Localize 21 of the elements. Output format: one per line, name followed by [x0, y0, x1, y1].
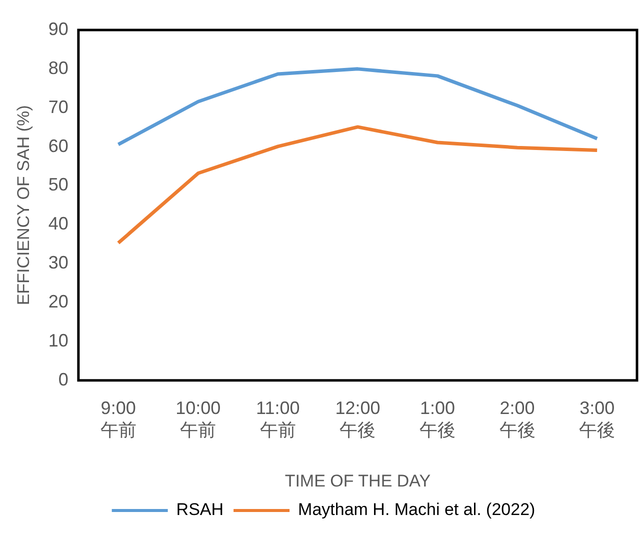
x-axis-title: TIME OF THE DAY — [284, 471, 431, 490]
y-tick-label: 60 — [48, 136, 68, 156]
y-axis-title: EFFICIENCY OF SAH (%) — [14, 105, 33, 306]
y-tick-label: 10 — [48, 330, 68, 350]
x-tick-label: 12:00 午後 — [335, 398, 380, 440]
y-tick-label: 0 — [58, 369, 68, 390]
y-tick-label: 50 — [48, 174, 68, 195]
x-tick-label: 1:00 午後 — [420, 398, 456, 440]
x-tick-label: 3:00 午後 — [579, 398, 616, 440]
y-tick-label: 20 — [48, 292, 68, 312]
x-tick-label: 10:00 午前 — [176, 398, 221, 440]
y-tick-label: 70 — [48, 96, 68, 117]
x-tick-label: 2:00 午後 — [499, 398, 536, 440]
legend-label: RSAH — [176, 500, 224, 520]
y-tick-label: 80 — [48, 58, 68, 78]
y-tick-label: 30 — [48, 252, 68, 273]
y-tick-label: 40 — [48, 214, 68, 234]
y-tick-label: 90 — [48, 18, 68, 39]
x-tick-label: 11:00 午前 — [256, 398, 300, 440]
legend-label: Maytham H. Machi et al. (2022) — [298, 500, 536, 520]
x-tick-label: 9:00 午前 — [100, 398, 136, 440]
